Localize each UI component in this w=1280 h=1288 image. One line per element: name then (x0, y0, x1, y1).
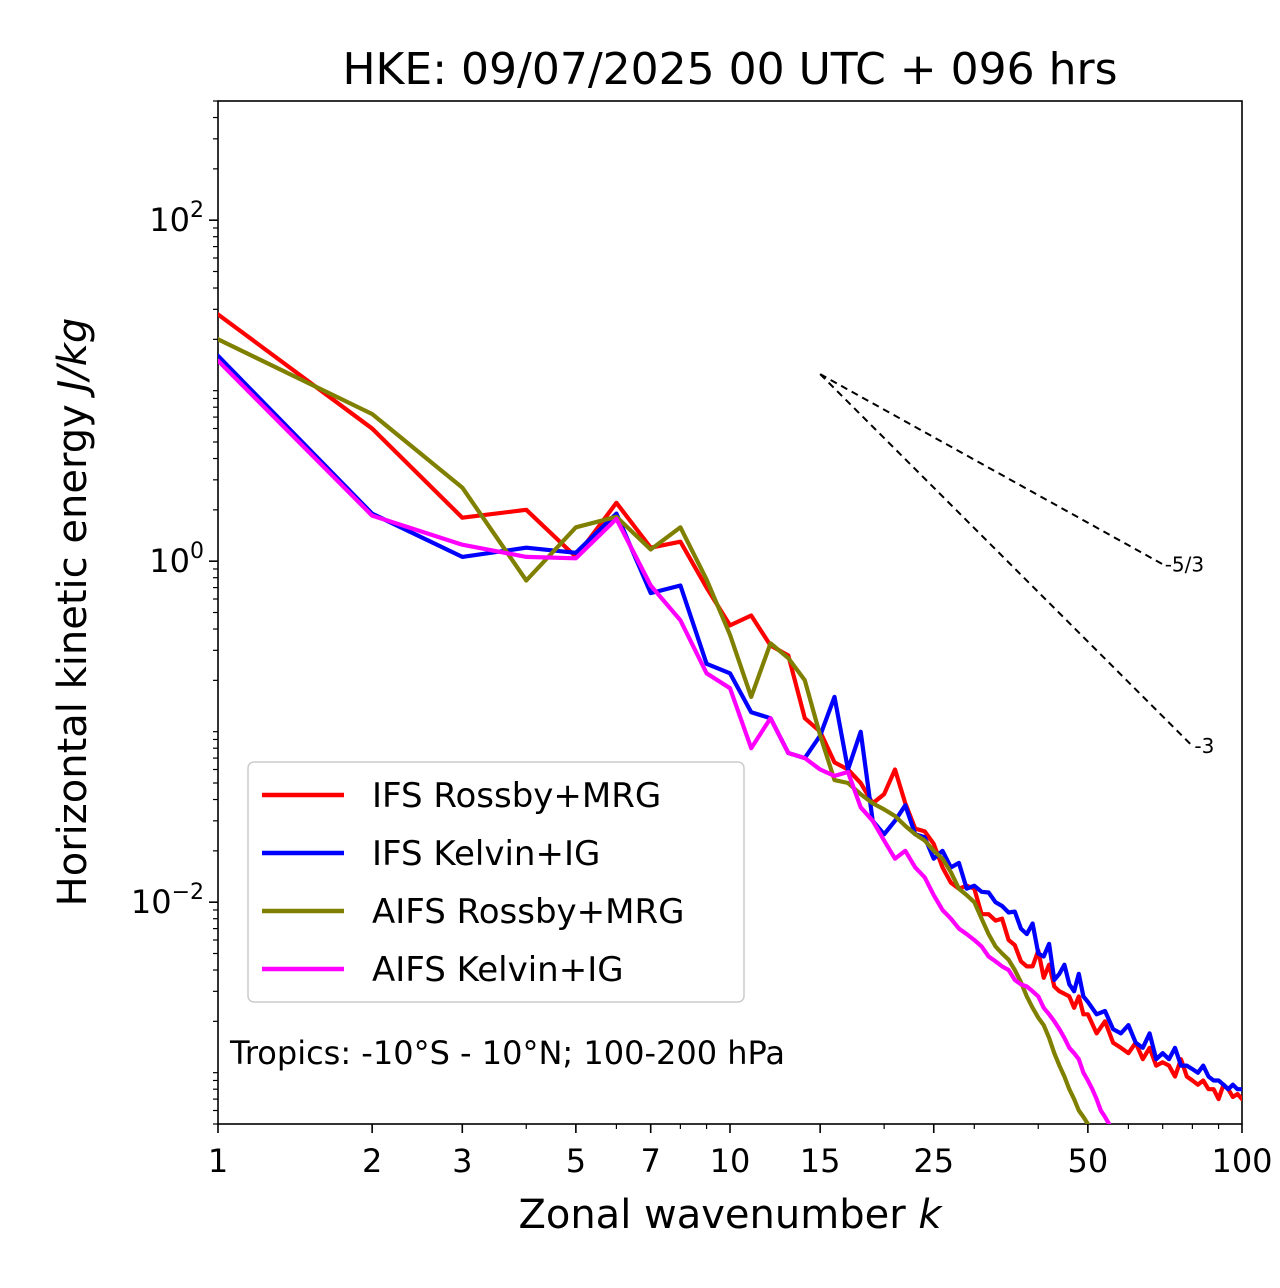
x-tick-label: 5 (566, 1142, 586, 1180)
x-tick-label: 1 (208, 1142, 228, 1180)
x-tick-label: 7 (641, 1142, 661, 1180)
series-line (218, 358, 1112, 1124)
x-tick-label: 2 (362, 1142, 382, 1180)
x-tick-label: 3 (452, 1142, 472, 1180)
reference-line-label: -3 (1194, 734, 1214, 758)
chart-title: HKE: 09/07/2025 00 UTC + 096 hrs (342, 44, 1117, 95)
series-line (218, 337, 1091, 1124)
x-tick-label: 10 (710, 1142, 751, 1180)
legend-label: AIFS Kelvin+IG (372, 950, 624, 990)
reference-line-label: -5/3 (1165, 552, 1204, 576)
x-tick-label: 15 (800, 1142, 841, 1180)
y-tick-label: 100 (149, 539, 204, 580)
reference-line (819, 373, 1164, 566)
legend-label: IFS Kelvin+IG (372, 834, 600, 874)
series-lines (218, 312, 1242, 1124)
reference-lines: -5/3 -3 (819, 373, 1214, 758)
legend-box (247, 761, 745, 1003)
plot-area: -5/3 -3 (209, 100, 1243, 1133)
legend-label: IFS Rossby+MRG (372, 776, 661, 816)
x-tick-label: 25 (913, 1142, 954, 1180)
legend-items: IFS Rossby+MRG IFS Kelvin+IG AIFS Rossby+M… (262, 776, 684, 990)
x-tick-label: 100 (1211, 1142, 1272, 1180)
reference-line (819, 373, 1194, 747)
y-tick-labels: 10−2 100 102 (131, 198, 204, 921)
major-ticks (209, 219, 1243, 1133)
x-tick-label: 50 (1068, 1142, 1109, 1180)
region-annotation: Tropics: -10°S - 10°N; 100-200 hPa (229, 1034, 785, 1072)
x-tick-labels: 1 2 3 5 7 10 15 25 50 100 (208, 1142, 1273, 1180)
x-axis-label: Zonal wavenumber k (518, 1192, 943, 1238)
y-tick-label: 102 (149, 198, 204, 239)
y-tick-label: 10−2 (131, 880, 204, 921)
y-axis-label: Horizontal kinetic energy J/kg (50, 318, 96, 907)
legend: IFS Rossby+MRG IFS Kelvin+IG AIFS Rossby+M… (247, 761, 745, 1003)
legend-label: AIFS Rossby+MRG (372, 892, 684, 932)
